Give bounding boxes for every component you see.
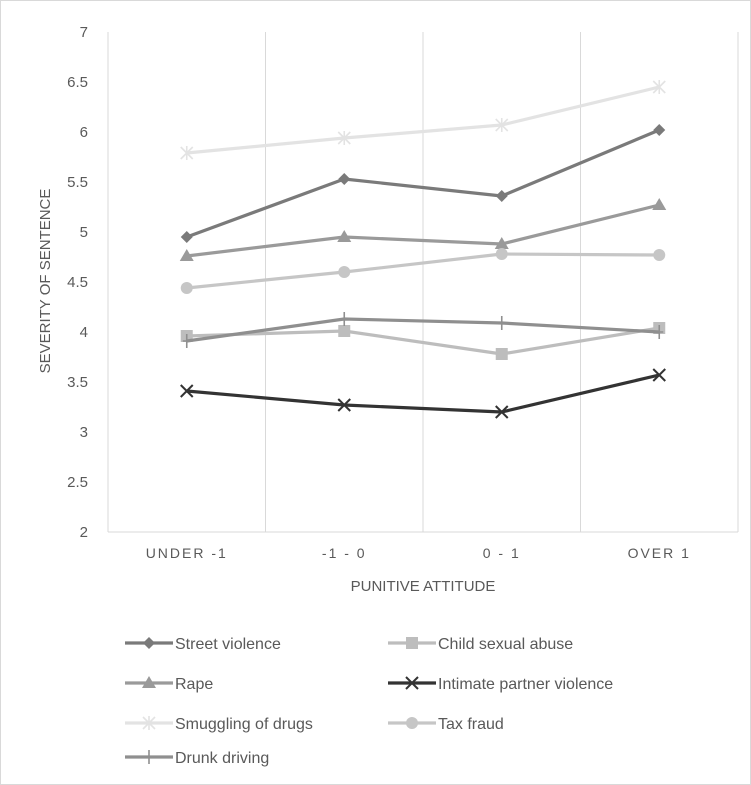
series-line: [186, 317, 660, 343]
legend-item: Rape: [125, 676, 213, 693]
legend-label: Drunk driving: [175, 750, 269, 767]
data-point: [495, 348, 508, 360]
series-layer: [179, 80, 667, 419]
legend-item: Street violence: [125, 636, 281, 653]
data-point: [495, 118, 509, 132]
data-point: [494, 237, 509, 249]
series-line: [186, 203, 660, 258]
x-category-label: UNDER -1: [146, 545, 228, 561]
x-category-label: 0 - 1: [483, 545, 521, 561]
series-street-violence: [180, 124, 666, 243]
series-rape: [179, 198, 667, 261]
y-tick-label: 3.5: [67, 374, 88, 391]
data-point: [653, 249, 666, 261]
x-axis-title: PUNITIVE ATTITUDE: [351, 578, 496, 595]
data-point: [653, 124, 666, 136]
data-point: [180, 282, 193, 294]
y-tick-label: 4.5: [67, 274, 88, 291]
legend-item: Child sexual abuse: [388, 636, 573, 653]
gridlines: [107, 32, 739, 533]
legend-swatch-marker: [143, 637, 155, 649]
legend-swatch-marker: [142, 676, 156, 688]
legend-swatch-marker: [145, 750, 153, 764]
data-point: [182, 334, 191, 348]
data-point: [337, 131, 351, 145]
legend-item: Drunk driving: [125, 750, 269, 767]
data-point: [338, 325, 351, 337]
data-point: [180, 384, 194, 398]
legend-swatch-marker: [406, 637, 418, 649]
series-intimate-partner-violence: [180, 368, 666, 419]
series-smuggling-of-drugs: [180, 80, 666, 160]
legend-item: Tax fraud: [388, 716, 504, 733]
y-tick-label: 4: [80, 324, 88, 341]
y-tick-label: 2.5: [67, 474, 88, 491]
legend-label: Intimate partner violence: [438, 676, 613, 693]
data-point: [495, 248, 508, 260]
legend-label: Child sexual abuse: [438, 636, 573, 653]
data-point: [337, 230, 352, 242]
data-point: [180, 146, 194, 160]
legend-label: Rape: [175, 676, 213, 693]
y-tick-label: 3: [80, 424, 88, 441]
data-point: [652, 80, 666, 94]
y-tick-label: 6: [80, 124, 88, 141]
legend-item: Smuggling of drugs: [125, 716, 313, 733]
series-line: [186, 252, 660, 290]
data-point: [497, 316, 506, 330]
legend: Street violence Child sexual abuse Rape Int…: [125, 636, 613, 767]
data-point: [655, 325, 664, 339]
y-tick-label: 5.5: [67, 174, 88, 191]
series-line: [186, 373, 660, 414]
x-category-label: -1 - 0: [322, 545, 367, 561]
data-point: [180, 231, 193, 243]
data-point: [179, 249, 194, 261]
legend-swatch-marker: [406, 717, 418, 729]
data-point: [652, 368, 666, 382]
y-tick-label: 5: [80, 224, 88, 241]
legend-swatch-marker: [142, 716, 156, 730]
series-line: [186, 326, 660, 356]
data-point: [495, 405, 509, 419]
data-point: [338, 266, 351, 278]
legend-label: Tax fraud: [438, 716, 504, 733]
data-point: [338, 173, 351, 185]
data-point: [652, 198, 667, 210]
series-line: [186, 128, 660, 239]
data-point: [495, 190, 508, 202]
y-tick-label: 6.5: [67, 74, 88, 91]
series-drunk-driving: [182, 312, 664, 348]
y-tick-label: 7: [80, 24, 88, 41]
legend-swatch-marker: [405, 676, 419, 690]
legend-label: Smuggling of drugs: [175, 716, 313, 733]
series-line: [186, 85, 660, 155]
data-point: [337, 398, 351, 412]
data-point: [340, 312, 349, 326]
y-axis-title: SEVERITY OF SENTENCE: [37, 189, 54, 374]
legend-label: Street violence: [175, 636, 281, 653]
series-tax-fraud: [180, 248, 666, 294]
x-category-label: OVER 1: [628, 545, 691, 561]
y-tick-label: 2: [80, 524, 88, 541]
legend-item: Intimate partner violence: [388, 676, 613, 693]
y-tick-labels: 2 2.5 3 3.5 4 4.5 5 5.5 6 6.5 7: [67, 24, 88, 541]
x-category-labels: UNDER -1 -1 - 0 0 - 1 OVER 1: [146, 545, 691, 561]
